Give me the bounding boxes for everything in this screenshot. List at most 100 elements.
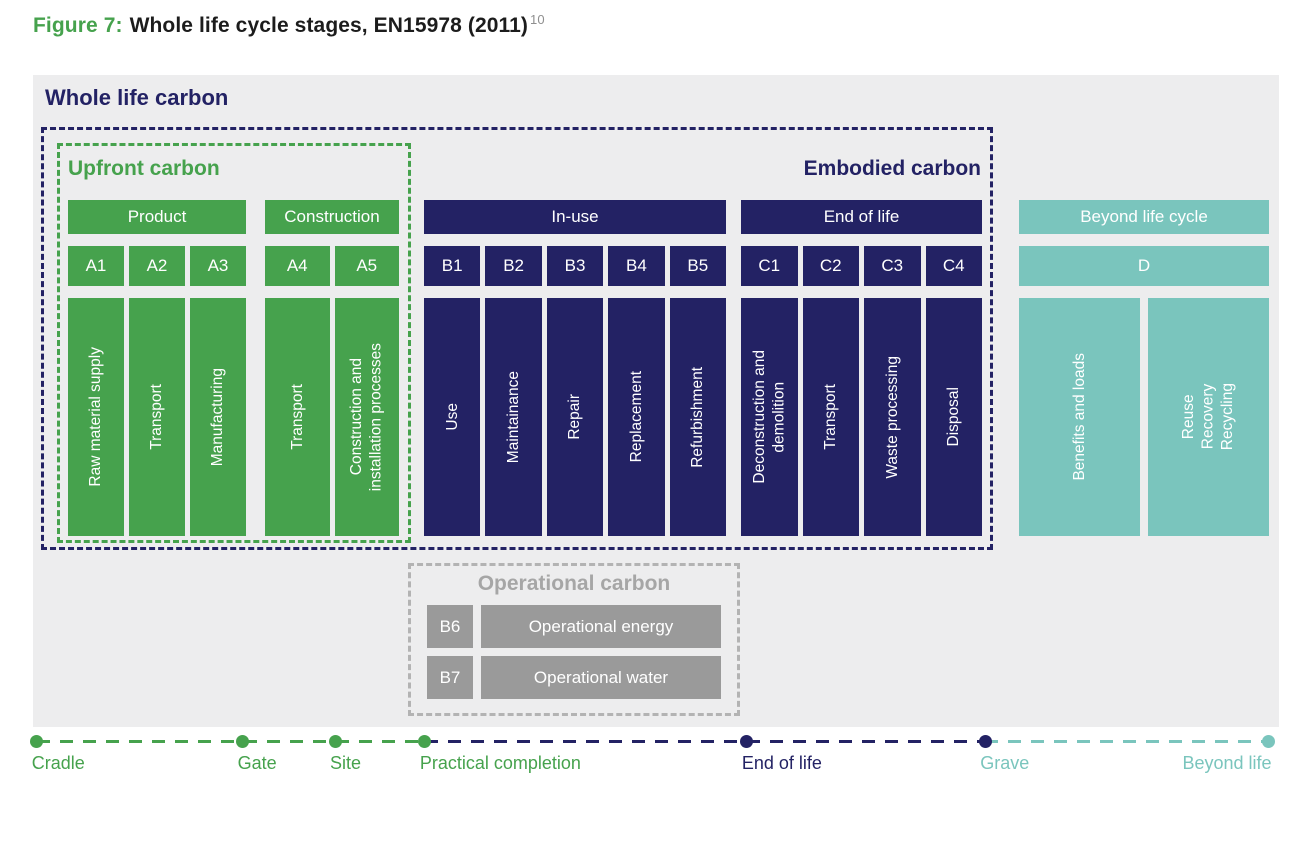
in-use-codes-row: B1 B2 B3 B4 B5 [424, 246, 727, 286]
milestone-dot-cradle [30, 734, 44, 748]
operational-carbon-title: Operational carbon [477, 572, 671, 595]
stage-cell-b3: Repair [546, 298, 604, 536]
construction-header: Construction [265, 200, 399, 234]
stage-code-a1: A1 [68, 246, 124, 286]
figure-number-label: Figure 7: [33, 14, 123, 37]
stage-label-c2: Transport [822, 384, 840, 450]
stage-group-product: Product A1 A2 A3 Raw material supply Tra… [68, 200, 246, 536]
whole-life-carbon-panel: Whole life carbon Upfront carbon Embodie… [33, 75, 1279, 727]
stage-label-b5: Refurbishment [689, 366, 707, 468]
construction-codes-row: A4 A5 [265, 246, 399, 286]
milestone-dot-gate [236, 734, 250, 748]
stage-code-c3: C3 [864, 246, 921, 286]
stage-cell-a1: Raw material supply [68, 298, 124, 536]
stage-code-b5: B5 [669, 246, 727, 286]
milestone-label-gate: Gate [237, 753, 277, 773]
stage-cell-a3: Manufacturing [190, 298, 246, 536]
milestone-label-practical-completion: Practical completion [419, 753, 581, 773]
stage-label-c1: Deconstruction and demolition [750, 350, 788, 484]
product-header: Product [68, 200, 246, 234]
stage-cell-b5: Refurbishment [669, 298, 727, 536]
stage-cell-c4: Disposal [925, 298, 982, 536]
milestone-dot-practical-completion [418, 734, 432, 748]
stage-cell-d-benefits: Benefits and loads [1019, 298, 1140, 536]
upfront-carbon-boundary [57, 143, 411, 543]
stage-code-b1: B1 [424, 246, 481, 286]
stage-group-in-use: In-use B1 B2 B3 B4 B5 Use Maintainance R… [424, 200, 727, 536]
stage-group-construction: Construction A4 A5 Transport Constructio… [265, 200, 399, 536]
milestone-label-cradle: Cradle [31, 753, 85, 773]
stage-label-d-benefits: Benefits and loads [1070, 353, 1088, 481]
stage-label-b3: Repair [566, 394, 584, 440]
stage-group-end-of-life: End of life C1 C2 C3 C4 Deconstruction a… [741, 200, 982, 536]
end-of-life-codes-row: C1 C2 C3 C4 [741, 246, 982, 286]
stage-code-c2: C2 [802, 246, 859, 286]
stage-cell-a4: Transport [265, 298, 330, 536]
stage-label-a1: Raw material supply [87, 347, 105, 487]
embodied-carbon-boundary [41, 127, 993, 550]
stage-cell-c1: Deconstruction and demolition [741, 298, 798, 536]
timeline-segment-practical-completion-to-grave [424, 739, 986, 743]
stage-cell-b1: Use [424, 298, 481, 536]
stage-label-d-reuse: Reuse Recovery Recycling [1180, 383, 1237, 451]
stage-code-b4: B4 [608, 246, 665, 286]
stage-cell-d-reuse: Reuse Recovery Recycling [1148, 298, 1269, 536]
stage-label-c3: Waste processing [883, 355, 901, 479]
figure-title: Figure 7: Whole life cycle stages, EN1597… [33, 12, 545, 38]
stage-label-a3: Manufacturing [209, 367, 227, 467]
stage-label-b1: Use [443, 403, 461, 431]
stage-code-b3: B3 [546, 246, 604, 286]
beyond-labels-row: Benefits and loads Reuse Recovery Recycl… [1019, 298, 1269, 536]
timeline-segment-grave-to-beyond-life [985, 739, 1269, 743]
milestone-dot-end-of-life [740, 734, 754, 748]
stage-cell-a2: Transport [129, 298, 185, 536]
product-labels-row: Raw material supply Transport Manufactur… [68, 298, 246, 536]
stage-code-b6: B6 [427, 605, 473, 648]
stage-code-a5: A5 [334, 246, 399, 286]
in-use-labels-row: Use Maintainance Repair Replacement Refu… [424, 298, 727, 536]
stage-code-b7: B7 [427, 656, 473, 699]
stage-cell-b4: Replacement [608, 298, 665, 536]
milestone-label-beyond-life: Beyond life [1182, 753, 1272, 773]
milestone-label-grave: Grave [980, 753, 1030, 773]
milestone-label-end-of-life: End of life [741, 753, 822, 773]
stage-code-c4: C4 [925, 246, 982, 286]
embodied-carbon-label: Embodied carbon [803, 157, 981, 180]
milestone-dot-grave [978, 734, 992, 748]
panel-title: Whole life carbon [45, 85, 229, 110]
milestone-dot-beyond-life [1262, 734, 1276, 748]
stage-label-b4: Replacement [627, 371, 645, 463]
timeline-segment-cradle-to-practical-completion [36, 739, 425, 743]
timeline: Cradle Gate Site Practical completion En… [30, 727, 1281, 797]
stage-code-a2: A2 [129, 246, 185, 286]
end-of-life-header: End of life [741, 200, 982, 234]
stage-code-d: D [1019, 246, 1269, 286]
stage-code-a3: A3 [190, 246, 246, 286]
beyond-life-cycle-header: Beyond life cycle [1019, 200, 1269, 234]
product-codes-row: A1 A2 A3 [68, 246, 246, 286]
milestone-label-site: Site [330, 753, 362, 773]
in-use-header: In-use [424, 200, 726, 234]
stage-code-c1: C1 [741, 246, 798, 286]
upfront-carbon-label: Upfront carbon [68, 157, 220, 180]
milestone-dot-site [328, 734, 342, 748]
operational-row-b6: B6 Operational energy [427, 605, 721, 648]
operational-carbon-box: Operational carbon B6 Operational energy… [408, 563, 740, 716]
stage-cell-c2: Transport [802, 298, 859, 536]
stage-label-a5: Construction and installation processes [348, 342, 385, 492]
stage-label-b6: Operational energy [481, 605, 721, 648]
stage-cell-a5: Construction and installation processes [334, 298, 399, 536]
stage-code-b2: B2 [485, 246, 542, 286]
stage-label-a2: Transport [148, 384, 166, 450]
figure-title-text: Whole life cycle stages, EN15978 (2011) [129, 14, 529, 37]
end-of-life-labels-row: Deconstruction and demolition Transport … [741, 298, 982, 536]
stage-cell-c3: Waste processing [864, 298, 921, 536]
stage-label-b7: Operational water [481, 656, 721, 699]
stage-cell-b2: Maintainance [485, 298, 542, 536]
stage-label-b2: Maintainance [504, 370, 522, 464]
stage-code-a4: A4 [265, 246, 330, 286]
stage-label-a4: Transport [288, 384, 306, 450]
figure-footnote-reference: 10 [530, 12, 545, 27]
stage-group-beyond-life-cycle: Beyond life cycle D Benefits and loads R… [1019, 200, 1269, 536]
